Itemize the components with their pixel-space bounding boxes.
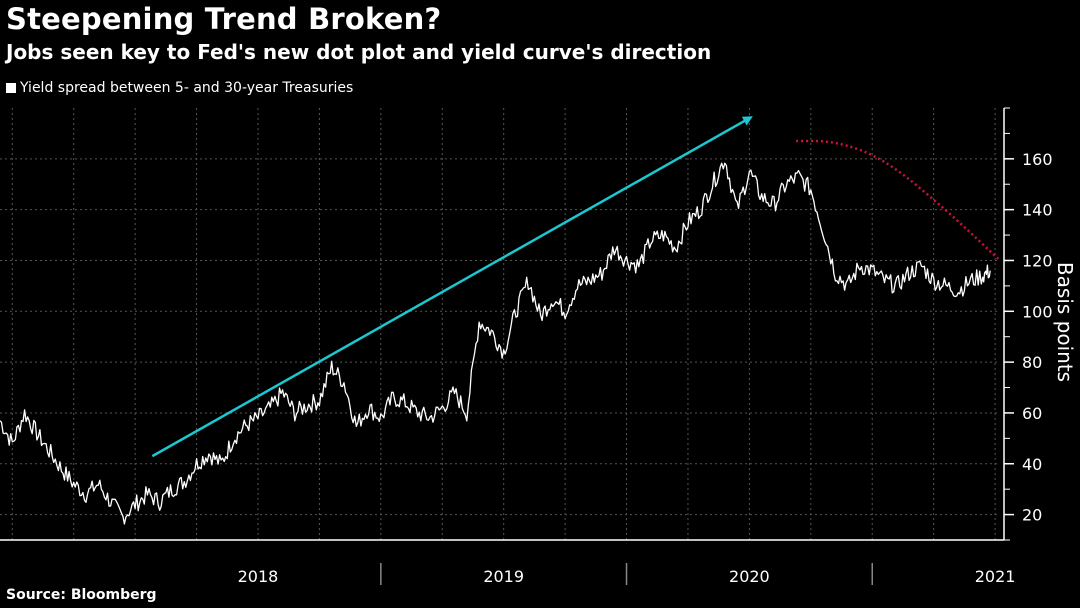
y-tick-label: 100 <box>1022 302 1053 321</box>
legend-swatch <box>6 83 16 93</box>
y-tick-label: 140 <box>1022 201 1053 220</box>
x-tick-label: 2018 <box>238 567 279 586</box>
chart-title: Steepening Trend Broken? <box>6 2 442 36</box>
x-tick-label: 2021 <box>975 567 1016 586</box>
source-note: Source: Bloomberg <box>6 587 157 603</box>
trend-arrow <box>151 116 753 458</box>
x-tick-label: 2019 <box>483 567 524 586</box>
y-tick-label: 20 <box>1022 506 1042 525</box>
y-axis-title: Basis points <box>1053 262 1077 382</box>
y-axis: 20 40 60 80 100 120 140 160 <box>1003 107 1053 541</box>
annotations <box>151 116 1001 458</box>
y-tick-label: 40 <box>1022 455 1042 474</box>
y-tick-label: 60 <box>1022 404 1042 423</box>
legend-label: Yield spread between 5- and 30-year Trea… <box>20 80 354 96</box>
y-tick-label: 120 <box>1022 251 1053 270</box>
chart-subtitle: Jobs seen key to Fed's new dot plot and … <box>6 40 712 64</box>
y-tick-label: 160 <box>1022 150 1053 169</box>
legend: Yield spread between 5- and 30-year Trea… <box>6 80 353 96</box>
series-line <box>0 162 991 525</box>
y-tick-label: 80 <box>1022 353 1042 372</box>
x-axis: 2018 2019 2020 2021 <box>0 539 1016 586</box>
series <box>0 162 991 525</box>
x-tick-label: 2020 <box>729 567 770 586</box>
grid <box>0 108 1000 540</box>
